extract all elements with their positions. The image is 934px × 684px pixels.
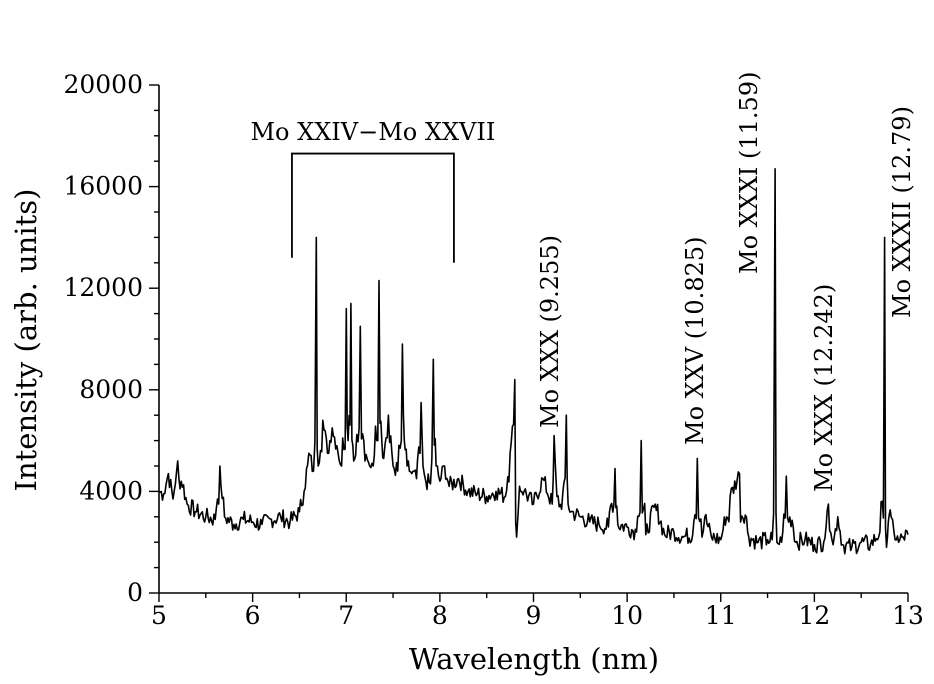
group-label: Mo XXIV−Mo XXVII bbox=[250, 118, 495, 146]
y-tick-label: 4000 bbox=[79, 476, 143, 505]
x-tick-label: 8 bbox=[432, 601, 448, 630]
group-bracket bbox=[291, 152, 455, 263]
x-tick-label: 10 bbox=[611, 601, 643, 630]
y-tick-label: 20000 bbox=[63, 70, 143, 99]
x-tick-label: 5 bbox=[151, 601, 167, 630]
x-tick-label: 7 bbox=[338, 601, 354, 630]
peak-label: Mo XXXII (12.79) bbox=[888, 106, 916, 318]
y-tick-label: 8000 bbox=[79, 375, 143, 404]
peak-label: Mo XXX (12.242) bbox=[810, 284, 838, 492]
peak-label: Mo XXV (10.825) bbox=[681, 237, 709, 446]
series-line-0 bbox=[158, 168, 909, 555]
peak-label: Mo XXX (9.255) bbox=[536, 235, 564, 428]
peak-label: Mo XXXI (11.59) bbox=[735, 72, 763, 274]
x-axis-title: Wavelength (nm) bbox=[409, 642, 659, 676]
x-tick-label: 13 bbox=[892, 601, 924, 630]
y-tick-label: 0 bbox=[127, 578, 143, 607]
y-axis-title: Intensity (arb. units) bbox=[9, 189, 43, 492]
x-tick-label: 6 bbox=[245, 601, 261, 630]
y-tick-label: 12000 bbox=[63, 273, 143, 302]
axes: 5 6 7 8 9 10 11 12 13 0 4000 8000 12000 16000 20000 bbox=[63, 70, 923, 630]
x-tick-label: 9 bbox=[526, 601, 542, 630]
annotations: Mo XXIV−Mo XXVII Mo XXX (9.255) Mo XXV (10… bbox=[250, 72, 916, 492]
x-tick-label: 11 bbox=[705, 601, 737, 630]
x-tick-label: 12 bbox=[798, 601, 830, 630]
y-tick-label: 16000 bbox=[63, 172, 143, 201]
series-group bbox=[158, 168, 909, 555]
